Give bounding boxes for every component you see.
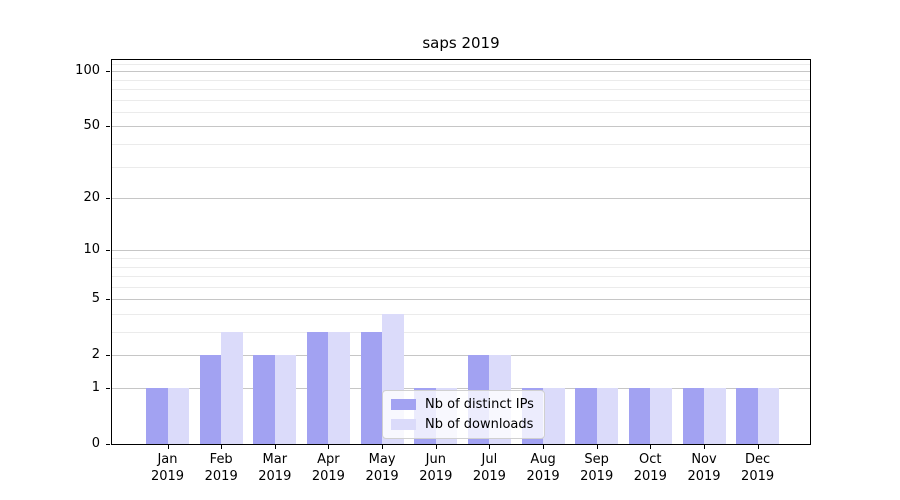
x-tick-mark xyxy=(274,445,276,449)
bar-downloads xyxy=(274,355,297,444)
bar-downloads xyxy=(221,332,243,444)
x-tick-mark xyxy=(328,445,330,449)
bar-distinct-ips xyxy=(575,388,597,444)
plot-area: Nb of distinct IPs Nb of downloads xyxy=(111,59,811,445)
bar-distinct-ips xyxy=(306,332,329,444)
y-axis: 0 1 2 5 10 20 50 100 xyxy=(0,60,110,451)
x-tick-label: Sep 2019 xyxy=(580,452,614,484)
gridline-minor xyxy=(112,276,810,277)
x-tick-mark xyxy=(382,445,384,449)
x-tick-label: Jun 2019 xyxy=(419,452,453,484)
y-tick-mark xyxy=(106,299,110,301)
bar-distinct-ips xyxy=(628,388,651,444)
y-tick-label: 1 xyxy=(91,380,100,395)
x-tick-label: Aug 2019 xyxy=(526,452,560,484)
x-tick-label: Apr 2019 xyxy=(311,452,345,484)
y-tick-mark xyxy=(106,250,110,252)
x-tick-mark xyxy=(543,445,545,449)
bar-downloads xyxy=(328,332,350,444)
gridline-minor xyxy=(112,144,810,145)
gridline-minor xyxy=(112,99,810,101)
y-tick-mark xyxy=(106,444,110,445)
x-tick-label: Dec 2019 xyxy=(741,452,775,484)
gridlines-layer xyxy=(112,60,810,444)
x-tick-label: Feb 2019 xyxy=(204,452,238,484)
x-tick-label: Jul 2019 xyxy=(472,452,506,484)
bar-downloads xyxy=(596,388,619,444)
gridline-major xyxy=(112,198,810,200)
y-tick-label: 0 xyxy=(91,436,100,451)
gridline-minor xyxy=(112,286,810,288)
x-tick-mark xyxy=(650,445,652,449)
chart-title: saps 2019 xyxy=(422,34,500,52)
gridline-major xyxy=(112,299,810,301)
x-tick-label: May 2019 xyxy=(365,452,399,484)
legend: Nb of distinct IPs Nb of downloads xyxy=(382,390,545,439)
legend-label-distinct-ips: Nb of distinct IPs xyxy=(425,397,534,412)
x-tick-label: Nov 2019 xyxy=(687,452,721,484)
gridline-major xyxy=(112,250,810,252)
x-tick-mark xyxy=(167,445,169,449)
y-tick-label: 10 xyxy=(83,242,100,258)
gridline-major xyxy=(112,71,810,73)
legend-row-downloads: Nb of downloads xyxy=(391,417,534,432)
x-tick-mark xyxy=(704,445,705,449)
gridline-minor xyxy=(112,166,810,168)
y-tick-mark xyxy=(106,355,110,357)
y-tick-mark xyxy=(106,126,110,128)
gridline-minor xyxy=(112,332,810,333)
bar-downloads xyxy=(704,388,726,444)
y-tick-label: 2 xyxy=(91,347,100,363)
y-tick-label: 20 xyxy=(83,190,100,206)
x-tick-mark xyxy=(489,445,491,449)
x-axis: Jan 2019 Feb 2019 Mar 2019 Apr 2019 May 2019 Jun 20… xyxy=(112,445,810,495)
gridline-major xyxy=(112,388,810,389)
x-tick-mark xyxy=(596,445,598,449)
bar-distinct-ips xyxy=(682,388,704,444)
gridline-major xyxy=(112,355,810,357)
legend-swatch-distinct-ips xyxy=(391,399,416,410)
bars-layer xyxy=(112,60,810,444)
bar-distinct-ips xyxy=(736,388,758,444)
y-tick-label: 50 xyxy=(83,118,100,134)
bar-distinct-ips xyxy=(146,388,168,444)
bar-downloads xyxy=(167,388,189,444)
bar-downloads xyxy=(543,388,565,444)
y-tick-mark xyxy=(106,71,110,73)
x-tick-label: Oct 2019 xyxy=(633,452,667,484)
bar-downloads xyxy=(650,388,672,444)
x-tick-mark xyxy=(221,445,223,449)
gridline-minor xyxy=(112,258,810,259)
gridline-minor xyxy=(112,314,810,315)
gridline-minor xyxy=(112,111,810,113)
y-tick-label: 100 xyxy=(75,63,100,79)
x-tick-mark xyxy=(757,445,759,449)
x-tick-mark xyxy=(435,445,437,449)
bar-distinct-ips xyxy=(360,332,383,444)
bar-downloads xyxy=(757,388,780,444)
x-tick-label: Mar 2019 xyxy=(258,452,292,484)
legend-label-downloads: Nb of downloads xyxy=(425,417,534,432)
y-tick-label: 5 xyxy=(91,291,100,307)
y-tick-mark xyxy=(106,198,110,200)
gridline-minor xyxy=(112,63,810,65)
gridline-minor xyxy=(112,89,810,90)
gridline-minor xyxy=(112,266,810,268)
legend-swatch-downloads xyxy=(391,419,416,430)
legend-row-distinct-ips: Nb of distinct IPs xyxy=(391,397,534,412)
y-tick-mark xyxy=(106,388,110,389)
x-tick-label: Jan 2019 xyxy=(150,452,185,484)
bar-distinct-ips xyxy=(253,355,275,444)
gridline-major xyxy=(112,126,810,128)
bar-distinct-ips xyxy=(199,355,222,444)
gridline-minor xyxy=(112,79,810,81)
